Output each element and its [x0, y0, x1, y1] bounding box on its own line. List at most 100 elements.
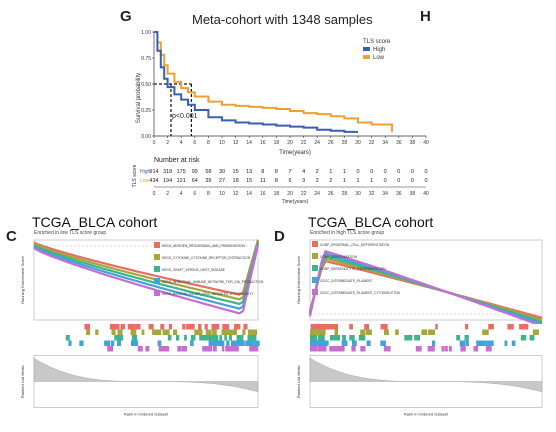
gsea-legend-label-2: KEGG_GRAFT_VERSUS_HOST_DISEASE [162, 268, 225, 272]
gsea-hit [194, 329, 201, 335]
gsea-hit [251, 329, 258, 335]
gsea-hit [204, 324, 208, 330]
gsea-hit [250, 340, 255, 346]
risk-x-tick-label: 36 [396, 191, 402, 197]
gsea-legend-label-4: KEGG_NATURAL_KILLER_CELL_MEDIATED_CYTOTO… [162, 292, 254, 296]
gsea-hit [519, 324, 525, 330]
gsea-hit [191, 335, 196, 341]
gsea-hit [186, 324, 191, 330]
gsea-hit [242, 329, 246, 335]
gsea-hit [84, 324, 90, 330]
gsea-hit-row-bg-2 [310, 335, 542, 341]
gsea-hit [465, 340, 469, 346]
risk-axis: 0 2 4 6 8 10 12 14 16 18 20 22 24 26 28 30 32 34 36 38 40 [153, 186, 429, 197]
risk-cell: 8 [261, 169, 264, 175]
gsea-hit [104, 340, 111, 346]
km-x-tick-label: 4 [180, 140, 183, 146]
risk-cell: 7 [288, 169, 291, 175]
risk-cell: 318 [163, 169, 172, 175]
km-y-tick-label: 0.00 [141, 134, 151, 140]
risk-x-tick-label: 40 [423, 191, 429, 197]
gsea-hit [421, 329, 427, 335]
gsea-hit [485, 346, 492, 352]
risk-x-tick-label: 18 [274, 191, 280, 197]
gsea-hit-row-bg-3 [310, 340, 542, 346]
gsea-hit [159, 346, 167, 352]
gsea-hit [133, 335, 138, 341]
gsea-hit [247, 335, 254, 341]
risk-x-tick-label: 4 [180, 191, 183, 197]
gsea-xlabel: Rank in Ordered Dataset [124, 412, 169, 417]
risk-x-tick-label: 28 [342, 191, 348, 197]
risk-cell: 18 [233, 178, 239, 184]
gsea-hit [116, 324, 120, 330]
risk-cell: 434 [149, 178, 158, 184]
km-y-tick-label: 0.50 [141, 82, 151, 88]
risk-cell: 2 [316, 169, 319, 175]
gsea-hit [168, 324, 173, 330]
km-y-tick-label: 0.75 [141, 56, 151, 62]
km-x-tick-label: 24 [314, 140, 320, 146]
gsea-hit [120, 329, 123, 335]
risk-cell: 8 [275, 169, 278, 175]
risk-row-low-label: Low [140, 178, 150, 184]
gsea-legend-swatch-2 [312, 265, 318, 271]
gsea-hit [482, 329, 489, 335]
gsea-legend-swatch-4 [312, 289, 318, 295]
risk-cell: 2 [329, 178, 332, 184]
gsea-hit [120, 324, 125, 330]
gsea-c-title: TCGA_BLCA cohort [32, 214, 158, 230]
risk-cell: 194 [163, 178, 172, 184]
risk-cell: 4 [302, 169, 305, 175]
gsea-hit [221, 329, 228, 335]
gsea-hit [406, 335, 413, 341]
km-x-tick-label: 10 [219, 140, 225, 146]
gsea-hit [507, 324, 514, 330]
km-x-tick-label: 20 [287, 140, 293, 146]
gsea-hit [202, 346, 206, 352]
gsea-d-plot: GOBP_EPIDERMAL_CELL_DIFFERENTIATION GOBP_… [296, 239, 543, 417]
gsea-hit [141, 329, 145, 335]
gsea-hit [310, 329, 313, 335]
risk-cell: 1 [329, 169, 332, 175]
gsea-hit [311, 346, 318, 352]
gsea-hit [478, 340, 483, 346]
risk-cell: 64 [192, 178, 198, 184]
gsea-hit [179, 346, 182, 352]
km-legend-high: High [373, 47, 385, 53]
gsea-hit [130, 329, 137, 335]
km-x-tick-label: 32 [369, 140, 375, 146]
gsea-hit [329, 335, 336, 341]
gsea-hit-row-bg-3 [34, 340, 258, 346]
gsea-legend-label-3: GOCC_INTERMEDIATE_FILAMENT [320, 279, 372, 283]
gsea-hit [334, 346, 340, 352]
km-curves [154, 31, 393, 136]
gsea-hit-row-bg-0 [310, 324, 542, 330]
gsea-curve-2 [33, 242, 260, 306]
gsea-hit [461, 346, 466, 352]
gsea-hit [383, 324, 388, 330]
gsea-hit [226, 340, 230, 346]
gsea-hit [222, 324, 228, 330]
gsea-hit [235, 340, 240, 346]
gsea-hit [488, 324, 494, 330]
gsea-curve-1 [33, 240, 260, 301]
gsea-hit [219, 335, 222, 341]
gsea-hit [208, 340, 214, 346]
risk-x-tick-label: 14 [246, 191, 252, 197]
gsea-hit [351, 346, 356, 352]
gsea-curve-0 [33, 239, 260, 296]
panel-letter-d: D [274, 228, 285, 245]
gsea-hit [117, 335, 124, 341]
gsea-hit [111, 340, 115, 346]
risk-cell: 0 [384, 169, 387, 175]
gsea-hit [428, 346, 435, 352]
km-ylabel: Survival probability [136, 73, 142, 123]
risk-cell: 2 [316, 178, 319, 184]
risk-cell: 39 [205, 178, 211, 184]
gsea-curve-3 [33, 243, 260, 310]
km-x-tick-label: 6 [193, 140, 196, 146]
gsea-hit [113, 324, 117, 330]
gsea-hit [236, 335, 242, 341]
gsea-es-ylabel: Running Enrichment Score [296, 255, 301, 304]
